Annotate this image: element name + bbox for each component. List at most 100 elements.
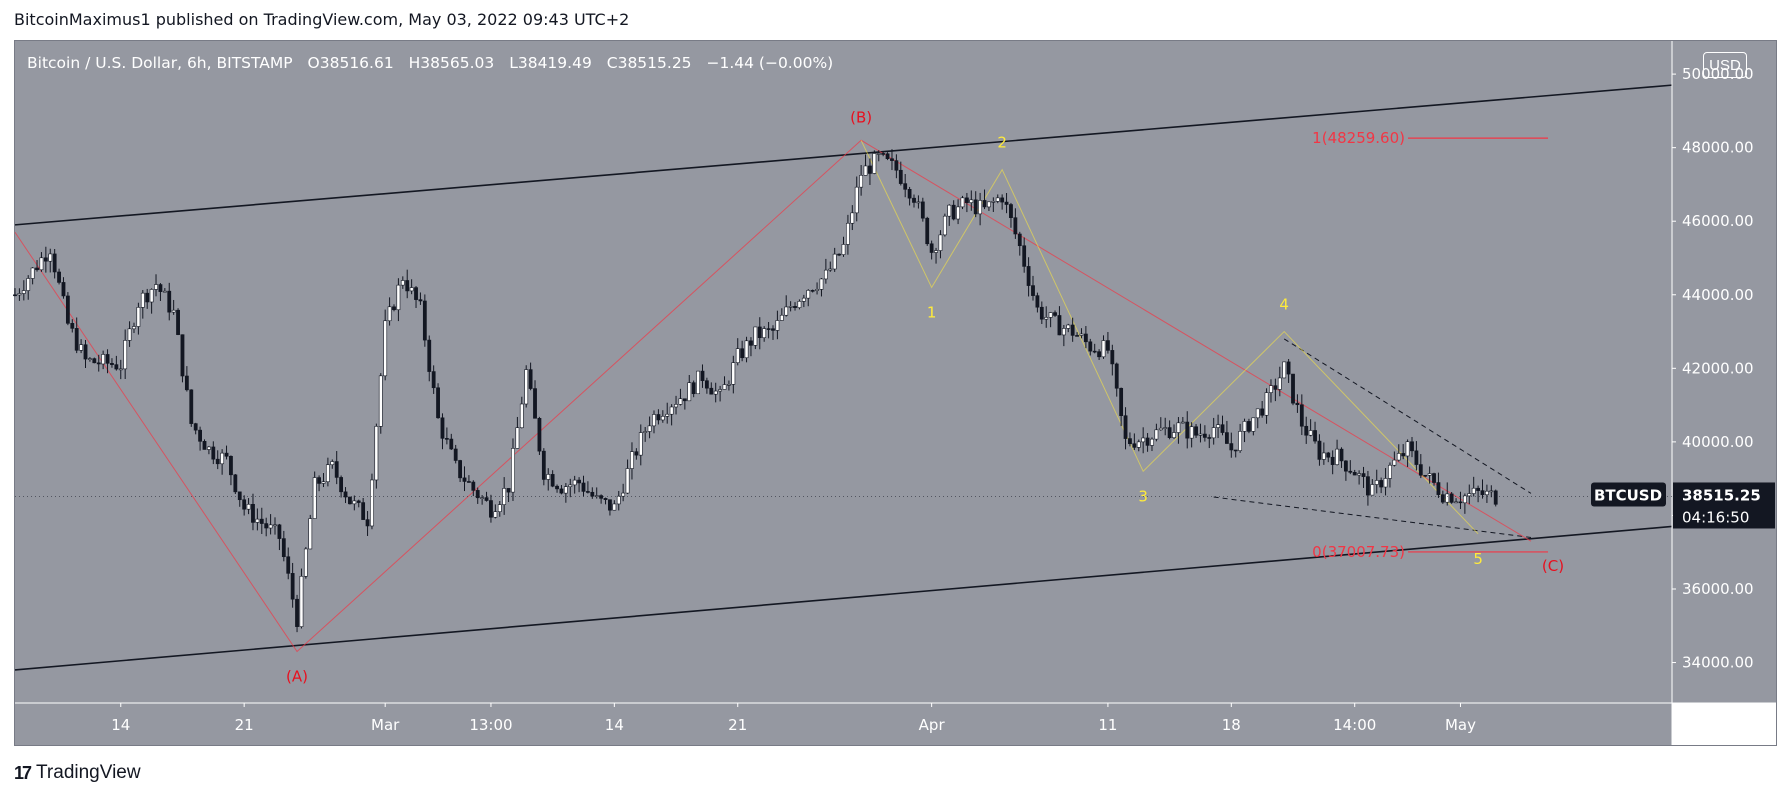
candle-body bbox=[1172, 432, 1176, 438]
candle-body bbox=[1251, 417, 1256, 432]
candle-body bbox=[1361, 473, 1366, 477]
candle-body bbox=[823, 269, 828, 280]
time-tick-label: Mar bbox=[371, 716, 400, 734]
candle-body bbox=[281, 538, 286, 558]
publisher-line: BitcoinMaximus1 published on TradingView… bbox=[14, 10, 630, 29]
candle-body bbox=[268, 524, 273, 529]
candle-body bbox=[1299, 404, 1304, 427]
candle-body bbox=[810, 290, 815, 292]
channel-upper-line bbox=[14, 84, 1673, 226]
symbol-label[interactable]: Bitcoin / U.S. Dollar, 6h, BITSTAMP bbox=[27, 54, 293, 72]
time-tick-label: 13:00 bbox=[469, 716, 512, 734]
low-value: 38419.49 bbox=[517, 54, 592, 72]
candle-body bbox=[608, 499, 612, 511]
candle-body bbox=[722, 384, 727, 390]
time-tick-label: 14 bbox=[111, 716, 130, 734]
candle-body bbox=[1432, 473, 1436, 483]
candle-body bbox=[1061, 328, 1066, 336]
candle-body bbox=[806, 290, 811, 299]
candle-body bbox=[1185, 421, 1190, 439]
candle-body bbox=[1207, 437, 1212, 439]
candle-body bbox=[1079, 333, 1084, 336]
candle-body bbox=[1436, 482, 1441, 495]
candle-body bbox=[634, 451, 639, 456]
candle-body bbox=[744, 340, 749, 359]
candle-body bbox=[502, 488, 507, 505]
open-value: 38516.61 bbox=[319, 54, 394, 72]
candle-body bbox=[749, 340, 753, 346]
candle-body bbox=[365, 519, 370, 527]
candle-body bbox=[471, 481, 476, 491]
tradingview-logo[interactable]: 17 TradingView bbox=[14, 762, 141, 784]
candle-body bbox=[343, 491, 348, 498]
candle-body bbox=[1458, 501, 1463, 504]
candle-body bbox=[418, 299, 423, 302]
candle-body bbox=[1255, 408, 1260, 419]
tradingview-logo-text: TradingView bbox=[36, 762, 141, 783]
time-axis[interactable]: 14 21 Mar 13:00 14 21 Apr 11 18 14:00 May bbox=[15, 702, 1776, 734]
candle-body bbox=[1198, 433, 1203, 436]
candle-body bbox=[718, 389, 723, 392]
candle-body bbox=[859, 175, 864, 188]
time-tick-label: Apr bbox=[919, 716, 946, 734]
candle-body bbox=[682, 398, 687, 402]
candle-body bbox=[1114, 363, 1119, 389]
candle-body bbox=[110, 363, 114, 365]
candle-body bbox=[1449, 493, 1454, 503]
price-tag-box bbox=[1673, 482, 1775, 529]
candle-body bbox=[1092, 350, 1097, 353]
candle-body bbox=[872, 153, 877, 174]
candle-body bbox=[1083, 333, 1088, 343]
candle-body bbox=[1035, 295, 1040, 308]
candle-body bbox=[590, 491, 595, 497]
candle-body bbox=[1295, 402, 1300, 406]
candle-body bbox=[912, 197, 916, 203]
candle-body bbox=[233, 474, 238, 493]
candle-body bbox=[1225, 432, 1229, 444]
candle-body bbox=[1471, 487, 1476, 494]
candle-body bbox=[449, 438, 454, 450]
time-tick-label: 21 bbox=[728, 716, 747, 734]
candle-body bbox=[264, 523, 269, 529]
candle-body bbox=[740, 348, 745, 359]
candle-body bbox=[555, 485, 559, 490]
candle-body bbox=[519, 403, 524, 429]
candle-body bbox=[784, 306, 789, 316]
candle-body bbox=[378, 375, 383, 427]
candle-body bbox=[841, 244, 846, 255]
currency-button[interactable]: USD bbox=[1703, 52, 1747, 78]
price-tick-label: 42000.00 bbox=[1682, 359, 1754, 377]
candle-body bbox=[898, 169, 903, 184]
candle-body bbox=[224, 452, 229, 457]
candle-body bbox=[577, 479, 581, 484]
candle-body bbox=[334, 461, 339, 478]
candle-body bbox=[528, 369, 533, 389]
candle-body bbox=[1211, 427, 1216, 439]
candle-body bbox=[832, 253, 837, 270]
fib-levels: 1(48259.60) 0(37007.73) bbox=[1312, 129, 1548, 561]
candle-body bbox=[638, 432, 643, 456]
candle-body bbox=[1194, 426, 1198, 436]
candle-body bbox=[79, 344, 84, 351]
symbol-tag-label: BTCUSD bbox=[1594, 486, 1662, 504]
candle-body bbox=[255, 518, 260, 523]
candle-body bbox=[757, 326, 762, 339]
candle-body bbox=[925, 217, 930, 245]
candle-body bbox=[1480, 490, 1485, 496]
impulse-wave-label: 2 bbox=[997, 134, 1007, 152]
candle-body bbox=[630, 451, 634, 469]
candle-body bbox=[374, 426, 379, 481]
candle-body bbox=[1247, 421, 1251, 432]
high-value: 38565.03 bbox=[420, 54, 495, 72]
candle-body bbox=[669, 406, 674, 415]
candle-body bbox=[497, 504, 502, 512]
candle-body bbox=[1343, 460, 1348, 472]
candle-body bbox=[286, 556, 291, 574]
candle-body bbox=[779, 314, 784, 321]
candle-body bbox=[1123, 415, 1128, 439]
candle-body bbox=[330, 461, 335, 466]
price-tick-label: 36000.00 bbox=[1682, 580, 1754, 598]
candle-body bbox=[713, 390, 718, 395]
